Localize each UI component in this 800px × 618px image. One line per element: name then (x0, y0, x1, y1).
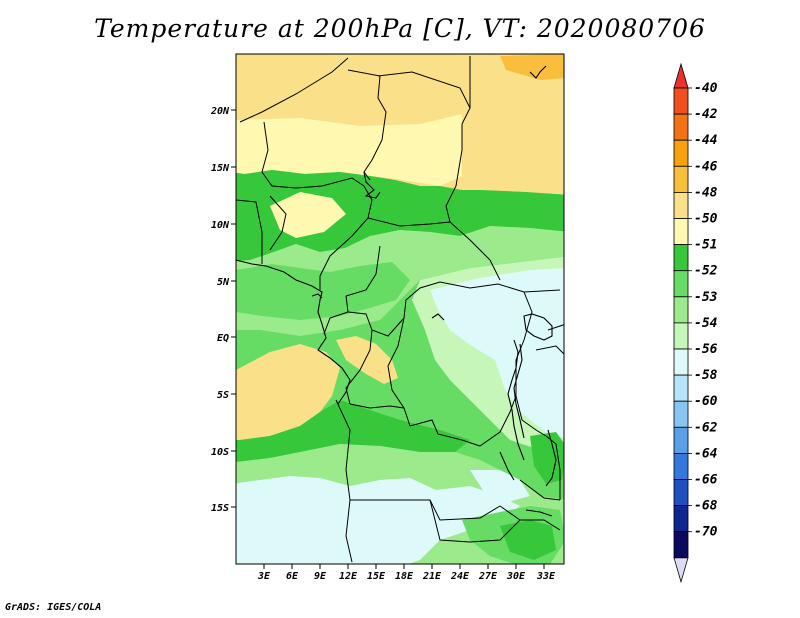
colorbar-swatch (673, 270, 689, 298)
colorbar-label: -64 (694, 446, 718, 461)
colorbar-label: -68 (694, 499, 718, 514)
field-band-52-east (530, 432, 564, 484)
colorbar-label: -58 (694, 368, 718, 383)
lon-label: 24E (450, 571, 470, 582)
longitude-labels: 3E 6E 9E 12E 15E 18E 21E 24E 27E 30E 33E (257, 571, 556, 582)
field-band-53-west (236, 262, 410, 320)
colorbar-swatch (673, 531, 689, 559)
colorbar-swatch (673, 296, 689, 324)
colorbar-label: -50 (694, 212, 718, 227)
colorbar-swatch (673, 113, 689, 141)
colorbar-swatch (673, 165, 689, 193)
colorbar-swatch (673, 191, 689, 219)
colorbar-swatch (673, 479, 689, 507)
colorbar-swatch (673, 244, 689, 272)
colorbar-label: -42 (694, 107, 718, 122)
lon-label: 12E (339, 571, 358, 582)
temperature-field (236, 54, 564, 564)
colorbar-swatch (673, 374, 689, 402)
lat-label: EQ (217, 333, 229, 344)
colorbar-label: -70 (694, 525, 718, 540)
colorbar-swatch (673, 426, 689, 454)
colorbar-swatch (673, 218, 689, 246)
axis-ticks (231, 109, 545, 569)
field-band-49-central (336, 336, 398, 384)
field-band-51-north (236, 170, 564, 262)
lat-label: 10S (211, 447, 229, 458)
lon-label: 6E (286, 571, 299, 582)
lon-label: 9E (314, 571, 327, 582)
colorbar-label: -46 (694, 159, 718, 174)
lon-label: 18E (395, 571, 414, 582)
colorbar-arrow-bottom (673, 557, 689, 584)
lat-label: 15N (211, 163, 230, 174)
field-band-56-southeast (470, 470, 530, 502)
lon-label: 3E (257, 571, 271, 582)
lon-label: 33E (536, 571, 556, 582)
map-frame (235, 53, 565, 565)
field-band-50c (270, 192, 346, 238)
colorbar-label: -44 (694, 133, 718, 148)
lon-label: 30E (506, 571, 526, 582)
colorbar-arrow-top (673, 62, 689, 89)
colorbar-label: -52 (694, 264, 718, 279)
colorbar-swatch (673, 505, 689, 533)
lon-label: 15E (367, 571, 386, 582)
lat-label: 5N (217, 277, 230, 288)
lon-label: 27E (478, 571, 498, 582)
field-band-46 (500, 54, 564, 80)
colorbar-label: -66 (694, 473, 718, 488)
lat-label: 20N (210, 106, 230, 117)
colorbar-label: -48 (694, 185, 718, 200)
colorbar-label: -56 (694, 342, 718, 357)
colorbar-label: -51 (694, 238, 717, 253)
coastlines-and-lakes (236, 65, 557, 517)
colorbar-swatch (673, 400, 689, 428)
colorbar-label: -62 (694, 420, 718, 435)
colorbar-label: -53 (694, 290, 718, 305)
colorbar-swatch (673, 87, 689, 115)
lat-label: 15S (211, 503, 229, 514)
lat-label: 10N (211, 220, 230, 231)
field-band-56-south (236, 476, 520, 564)
field-band-50 (236, 114, 462, 186)
colorbar-label: -60 (694, 394, 718, 409)
colorbar-label: -54 (694, 316, 718, 331)
country-borders (236, 56, 564, 563)
field-band-52-southwest (236, 400, 470, 462)
field-band-50-southwest (236, 344, 340, 440)
field-band-56-east (430, 268, 564, 439)
colorbar: -40 -42 -44 -46 -48 -50 -51 -52 -53 -54 -56 -58 -60 -… (673, 62, 718, 584)
colorbar-label: -40 (694, 81, 718, 96)
lat-label: 5S (217, 390, 229, 401)
footer-credit: GrADS: IGES/COLA (5, 602, 102, 613)
chart-title: Temperature at 200hPa [C], VT: 202008070… (94, 14, 706, 43)
colorbar-swatch (673, 322, 689, 350)
colorbar-swatch (673, 452, 689, 480)
latitude-labels: 20N 15N 10N 5N EQ 5S 10S 15S (210, 106, 230, 514)
lon-label: 21E (422, 571, 442, 582)
colorbar-swatch (673, 139, 689, 167)
field-band-52-south (500, 520, 556, 560)
colorbar-swatch (673, 348, 689, 376)
